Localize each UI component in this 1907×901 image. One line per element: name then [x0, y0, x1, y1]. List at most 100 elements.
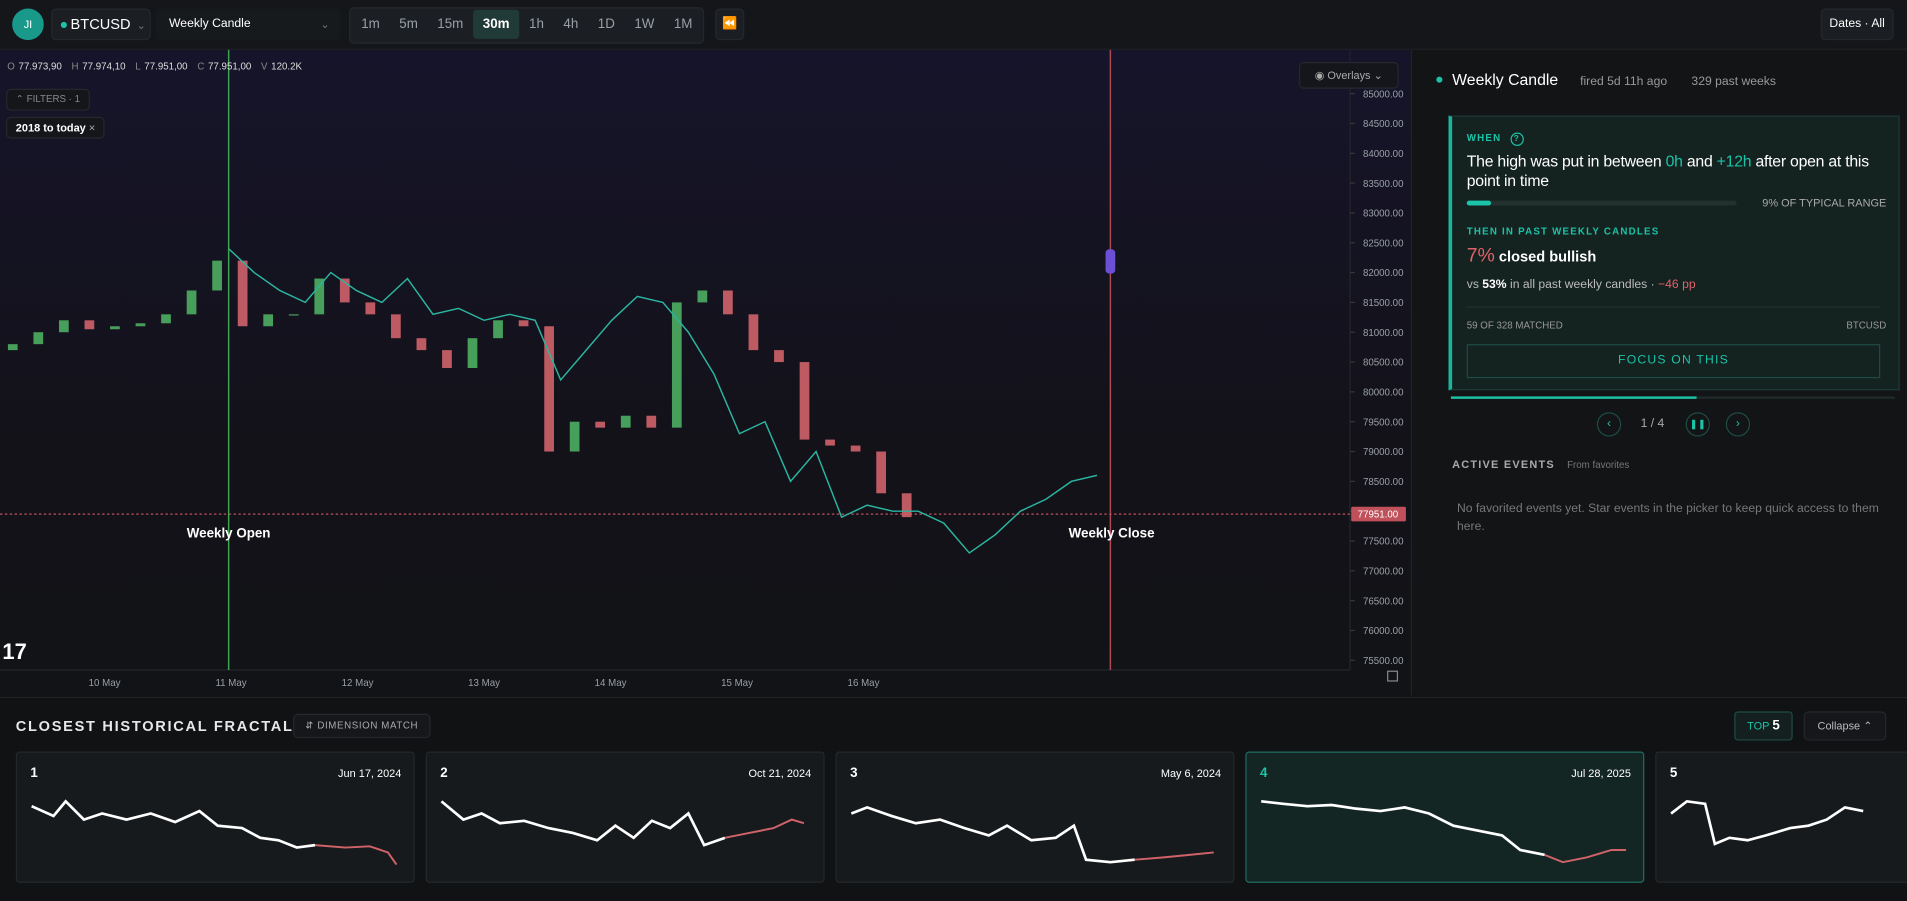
card-date: Jul 28, 2025 — [1571, 767, 1631, 780]
fractal-card[interactable]: 2 Oct 21, 2024 — [425, 751, 825, 883]
filters-toggle[interactable]: ⌃ FILTERS · 1 — [6, 88, 90, 111]
cycle-progress — [1450, 396, 1697, 399]
y-tick-label: 77500.00 — [1363, 537, 1404, 548]
then-label: THEN IN PAST WEEKLY CANDLES — [1466, 226, 1660, 238]
x-labels: 10 May 11 May 12 May 13 May 14 May 15 May 16 M… — [89, 678, 880, 689]
filters-label: FILTERS · 1 — [26, 93, 81, 105]
candle — [799, 362, 810, 440]
help-icon[interactable]: ? — [1510, 132, 1524, 146]
candle — [7, 344, 18, 351]
compare-text: vs — [1466, 278, 1483, 292]
timeframe-button[interactable]: 30m — [473, 9, 520, 39]
candle — [850, 445, 861, 452]
sparkline-future — [724, 818, 805, 839]
candle — [391, 314, 401, 339]
next-button[interactable]: › — [1725, 412, 1751, 437]
dates-label: Dates · All — [1829, 17, 1885, 31]
event-select[interactable]: Weekly Candle ⌄ — [155, 8, 341, 41]
playhead-handle[interactable] — [1105, 249, 1116, 274]
fractal-card[interactable]: 5 — [1655, 751, 1907, 883]
sparkline-future — [1544, 849, 1627, 864]
x-label: 10 May — [89, 678, 121, 689]
current-price-tag — [1351, 506, 1406, 522]
y-tick-label: 77000.00 — [1363, 566, 1404, 577]
top-count: 5 — [1772, 718, 1780, 734]
ohlcv-row: O 77.973,90 H 77.974,10 L 77.951,00 C 77.951,00… — [7, 61, 311, 72]
timeframe-button[interactable]: 1h — [529, 17, 544, 32]
statement-text: after open at this point in time — [1466, 152, 1869, 190]
filter-chip[interactable]: 2018 to today × — [6, 116, 105, 139]
dimension-button[interactable]: ⇵ DIMENSION MATCH — [293, 713, 431, 739]
candle — [467, 338, 478, 369]
fractal-card[interactable]: 3 May 6, 2024 — [835, 751, 1235, 883]
event-panel: Weekly Candle fired 5d 11h ago 329 past we… — [1410, 49, 1907, 696]
symbol-select[interactable]: BTCUSD ⌄ — [51, 8, 151, 41]
eye-icon: ◉ — [1314, 69, 1328, 82]
stat-value: 7% — [1466, 245, 1495, 267]
sparkline-past — [31, 799, 316, 849]
y-tick-label: 75500.00 — [1363, 656, 1404, 667]
ohlcv-key: H — [71, 60, 79, 72]
sparkline-past — [850, 805, 1135, 864]
collapse-button[interactable]: Collapse ⌃ — [1803, 711, 1887, 741]
y-tick-label: 76500.00 — [1363, 596, 1404, 607]
candle — [263, 314, 274, 327]
card-rank: 5 — [1669, 766, 1678, 781]
y-tick-label: 85000.00 — [1363, 89, 1404, 100]
timeframe-button[interactable]: 1W — [634, 17, 655, 32]
focus-button[interactable]: FOCUS ON THIS — [1466, 344, 1881, 379]
card-sparkline — [440, 800, 805, 847]
overlays-button[interactable]: ◉ Overlays ⌄ — [1298, 62, 1399, 89]
price-chart: 85000.00 84500.00 84000.00 83500.00 83000.00… — [0, 49, 1406, 689]
chevron: ⌄ — [320, 18, 330, 31]
tv-logo: 17 — [2, 639, 26, 664]
fractal-cards: 1 Jun 17, 2024 2 Oct 21, 2024 3 May 6, 2024 4 J… — [0, 698, 1907, 901]
statement-highlight: 0h — [1665, 152, 1683, 171]
y-tick-label: 82000.00 — [1363, 268, 1404, 279]
candle — [33, 332, 44, 345]
candle — [748, 314, 759, 351]
ohlcv-key: V — [261, 60, 268, 72]
timeframe-button[interactable]: 4h — [563, 17, 579, 32]
dimension-label: DIMENSION MATCH — [317, 719, 419, 731]
remove-icon[interactable]: × — [88, 121, 96, 134]
fullscreen-icon[interactable] — [1387, 670, 1399, 682]
pause-button[interactable]: ❚❚ — [1685, 412, 1710, 437]
ohlcv-key: O — [7, 60, 15, 72]
timeframe-button[interactable]: 5m — [399, 17, 418, 32]
avatar[interactable]: JI — [12, 8, 44, 41]
y-tick-label: 78500.00 — [1363, 477, 1404, 488]
timeframe-button[interactable]: 1m — [361, 17, 380, 32]
event-name: Weekly Candle — [169, 17, 251, 31]
candle — [671, 302, 682, 428]
dates-button[interactable]: Dates · All — [1820, 8, 1894, 41]
card-date: Oct 21, 2024 — [748, 767, 812, 780]
compare-line: vs 53% in all past weekly candles · −46 … — [1467, 278, 1696, 291]
range-label: 9% OF TYPICAL RANGE — [1762, 196, 1887, 210]
timeframe-button[interactable]: 15m — [437, 17, 464, 32]
candle — [365, 302, 376, 315]
card-sparkline — [850, 805, 1214, 864]
candle — [901, 493, 912, 518]
statement-highlight: +12h — [1716, 152, 1752, 171]
sparkline-past — [1261, 800, 1545, 857]
candle — [493, 320, 503, 339]
y-tick-label: 80500.00 — [1363, 358, 1404, 369]
candle — [544, 326, 554, 452]
ohlcv-value: 77.974,10 — [82, 60, 126, 72]
y-tick-label: 79000.00 — [1363, 447, 1404, 458]
symbol: BTCUSD — [70, 15, 131, 33]
range-track — [1466, 200, 1737, 206]
ohlcv-value: 120.2K — [271, 60, 303, 72]
top-button[interactable]: TOP 5 — [1734, 711, 1793, 741]
fractal-card[interactable]: 1 Jun 17, 2024 — [15, 751, 415, 883]
timeframe-button[interactable]: 1D — [597, 17, 615, 32]
rewind-button[interactable]: ⏪ — [715, 8, 745, 41]
y-tick-label: 81000.00 — [1363, 328, 1404, 339]
matched: 59 OF 328 MATCHED — [1466, 319, 1563, 331]
weekly-close-label: Weekly Close — [1069, 525, 1155, 540]
prev-button[interactable]: ‹ — [1596, 412, 1622, 437]
timeframe-button[interactable]: 1M — [673, 17, 693, 32]
fractal-card[interactable]: 4 Jul 28, 2025 — [1245, 751, 1645, 883]
sparkline-future — [1134, 851, 1214, 861]
